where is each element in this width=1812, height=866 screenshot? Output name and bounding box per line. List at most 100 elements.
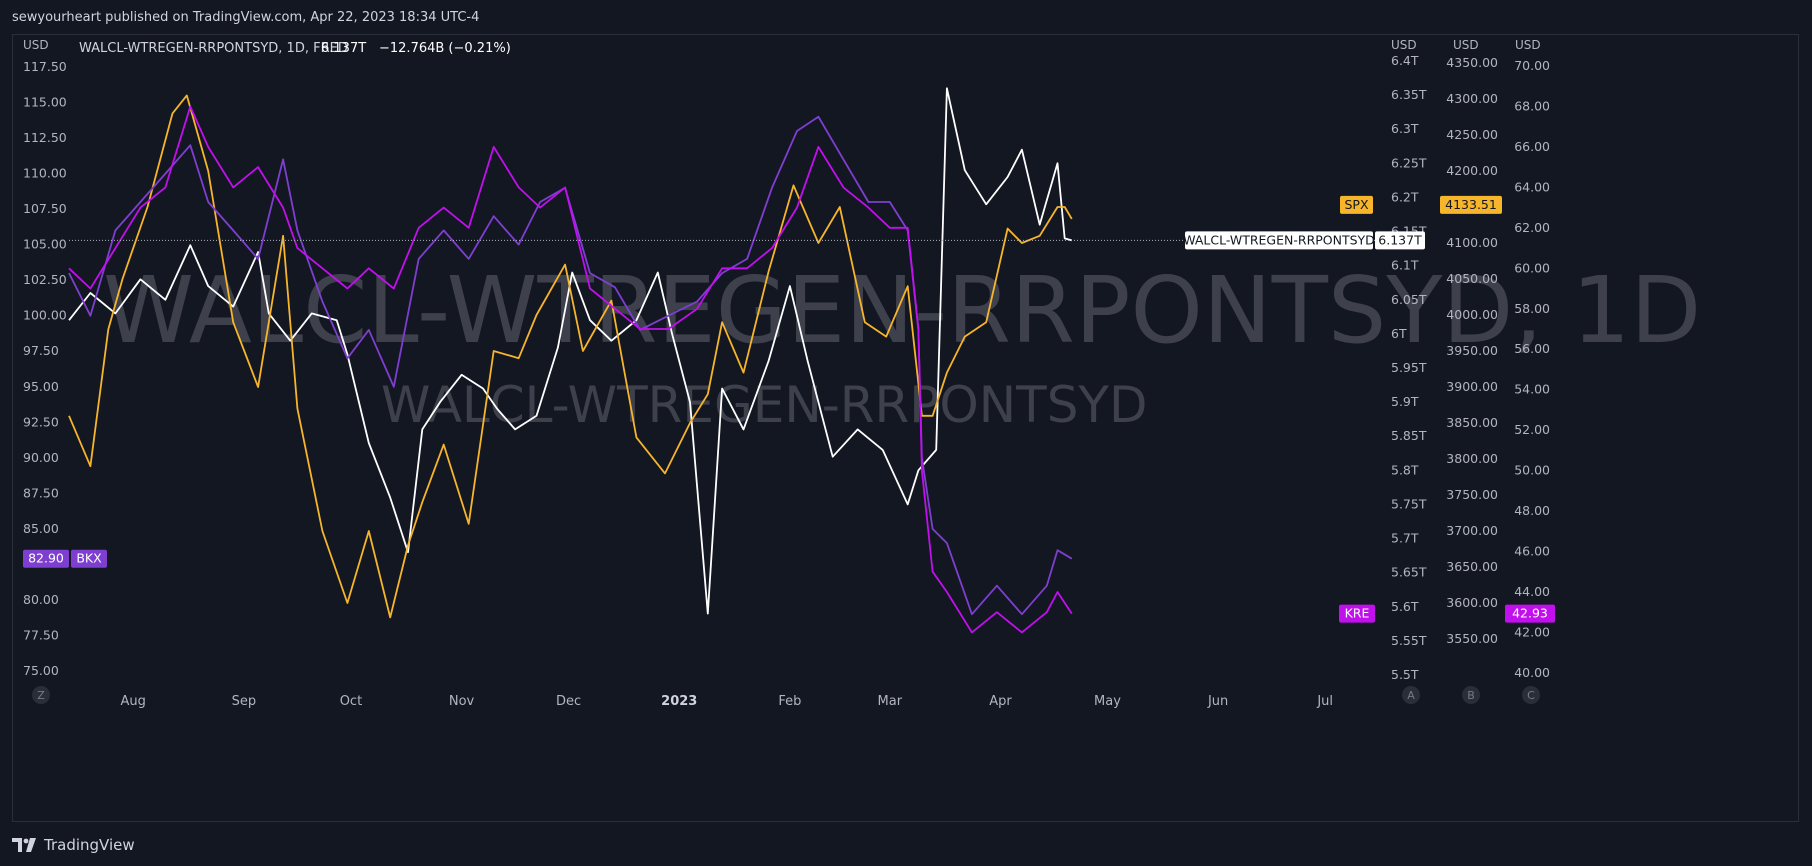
left-tick-label: 112.50 <box>23 130 67 145</box>
time-axis-label: Oct <box>340 694 362 709</box>
right_spx-tick-label: 3750.00 <box>1446 487 1498 502</box>
time-axis-label: 2023 <box>661 694 697 709</box>
right_spx-tick-label: 3700.00 <box>1446 523 1498 538</box>
footer-brand: TradingView <box>12 833 135 857</box>
right_spx-tick-label: 3850.00 <box>1446 415 1498 430</box>
time-axis-label: Jul <box>1316 694 1333 709</box>
right_spx-tick-label: 4100.00 <box>1446 235 1498 250</box>
right_kre-tick-label: 48.00 <box>1514 503 1550 518</box>
right_kre-tick-label: 62.00 <box>1514 220 1550 235</box>
time-axis-label: Feb <box>778 694 801 709</box>
right_kre-tick-label: 66.00 <box>1514 139 1550 154</box>
bkx-name-label-text: BKX <box>76 551 102 566</box>
spx-axis-unit: USD <box>1453 38 1479 52</box>
bkx-value-label-tag <box>23 549 69 568</box>
watermark-sub: WALCL-WTREGEN-RRPONTSYD <box>381 376 1147 434</box>
right_walcl-tick-label: 6.05T <box>1391 292 1427 307</box>
right_kre-tick-label: 46.00 <box>1514 544 1550 559</box>
time-axis-label: Sep <box>232 694 257 709</box>
chart-frame[interactable]: WALCL-WTREGEN-RRPONTSYD, 1D WALCL-WTREGEN… <box>12 34 1799 822</box>
scale-button-z[interactable] <box>32 686 50 704</box>
right_walcl-tick-label: 6.25T <box>1391 155 1427 170</box>
right_walcl-tick-label: 6.2T <box>1391 189 1419 204</box>
footer-brand-text: TradingView <box>44 836 135 854</box>
bkx-name-label-tag <box>71 549 107 568</box>
left-tick-label: 115.00 <box>23 95 67 110</box>
series-line-bkx[interactable] <box>68 115 1073 616</box>
time-axis-label: May <box>1094 694 1121 709</box>
right_kre-tick-label: 64.00 <box>1514 179 1550 194</box>
walcl-value-label-tag <box>1375 231 1425 250</box>
right_spx-tick-label: 4250.00 <box>1446 127 1498 142</box>
right_kre-tick-label: 52.00 <box>1514 422 1550 437</box>
right_walcl-tick-label: 5.6T <box>1391 599 1419 614</box>
right_walcl-tick-label: 5.8T <box>1391 462 1419 477</box>
legend-value: 6.137T <box>321 41 366 56</box>
right_spx-tick-label: 3550.00 <box>1446 631 1498 646</box>
legend-change: −12.764B (−0.21%) <box>379 41 511 56</box>
left-tick-label: 85.00 <box>23 521 59 536</box>
left-tick-label: 105.00 <box>23 237 67 252</box>
right_walcl-tick-label: 5.7T <box>1391 531 1419 546</box>
right_spx-tick-label: 4350.00 <box>1446 55 1498 70</box>
right_walcl-tick-label: 6T <box>1391 326 1407 341</box>
right_walcl-tick-label: 6.35T <box>1391 87 1427 102</box>
left-tick-label: 107.50 <box>23 201 67 216</box>
time-axis-label: Dec <box>556 694 581 709</box>
right_kre-tick-label: 42.00 <box>1514 624 1550 639</box>
kre-value-label-tag <box>1505 604 1555 623</box>
time-axis-label: Apr <box>989 694 1012 709</box>
right_kre-tick-label: 70.00 <box>1514 58 1550 73</box>
walcl-name-label-text: WALCL-WTREGEN-RRPONTSYD <box>1183 232 1375 247</box>
tradingview-logo-icon <box>12 838 36 852</box>
walcl-value-label-text: 6.137T <box>1378 232 1422 247</box>
series-line-walcl-wtregen-rrpontsyd[interactable] <box>68 87 1073 615</box>
right_spx-tick-label: 4000.00 <box>1446 307 1498 322</box>
published-header: sewyourheart published on TradingView.co… <box>12 10 480 25</box>
right_walcl-tick-label: 6.1T <box>1391 258 1419 273</box>
series-line-kre[interactable] <box>68 105 1073 634</box>
left-tick-label: 100.00 <box>23 308 67 323</box>
right_walcl-tick-label: 5.55T <box>1391 633 1427 648</box>
series-line-spx[interactable] <box>68 94 1073 619</box>
right_spx-tick-label: 3650.00 <box>1446 559 1498 574</box>
spx-value-label-text: 4133.51 <box>1445 197 1497 212</box>
scale-button-label: Z <box>37 689 45 702</box>
time-axis-label: Mar <box>878 694 903 709</box>
left-tick-label: 97.50 <box>23 343 59 358</box>
scale-button-c[interactable] <box>1522 686 1540 704</box>
right_kre-tick-label: 58.00 <box>1514 301 1550 316</box>
spx-name-label-text: SPX <box>1344 197 1368 212</box>
right_spx-tick-label: 3950.00 <box>1446 343 1498 358</box>
right_walcl-tick-label: 5.65T <box>1391 565 1427 580</box>
scale-button-label: C <box>1527 689 1535 702</box>
right_spx-tick-label: 4050.00 <box>1446 271 1498 286</box>
right_kre-tick-label: 50.00 <box>1514 463 1550 478</box>
right_kre-tick-label: 56.00 <box>1514 341 1550 356</box>
right_walcl-tick-label: 6.3T <box>1391 121 1419 136</box>
left-tick-label: 117.50 <box>23 59 67 74</box>
scale-button-b[interactable] <box>1462 686 1480 704</box>
left-tick-label: 80.00 <box>23 592 59 607</box>
right_spx-tick-label: 4300.00 <box>1446 91 1498 106</box>
left-tick-label: 92.50 <box>23 414 59 429</box>
time-axis-label: Nov <box>449 694 475 709</box>
right_walcl-tick-label: 5.9T <box>1391 394 1419 409</box>
time-axis-label: Aug <box>121 694 146 709</box>
right_kre-tick-label: 60.00 <box>1514 260 1550 275</box>
kre-value-label-text: 42.93 <box>1512 606 1548 621</box>
right_kre-tick-label: 40.00 <box>1514 665 1550 680</box>
legend-symbol: WALCL-WTREGEN-RRPONTSYD, 1D, FRED <box>79 41 348 56</box>
right_spx-tick-label: 4200.00 <box>1446 163 1498 178</box>
kre-name-label-tag <box>1339 604 1375 623</box>
chart-canvas[interactable]: WALCL-WTREGEN-RRPONTSYD, 1D WALCL-WTREGEN… <box>13 35 1800 823</box>
kre-axis-unit: USD <box>1515 38 1541 52</box>
left-tick-label: 75.00 <box>23 663 59 678</box>
right_walcl-tick-label: 6.4T <box>1391 53 1419 68</box>
right_kre-tick-label: 54.00 <box>1514 382 1550 397</box>
scale-button-a[interactable] <box>1402 686 1420 704</box>
time-axis-label: Jun <box>1207 694 1228 709</box>
right_walcl-tick-label: 5.85T <box>1391 428 1427 443</box>
right_kre-tick-label: 68.00 <box>1514 98 1550 113</box>
